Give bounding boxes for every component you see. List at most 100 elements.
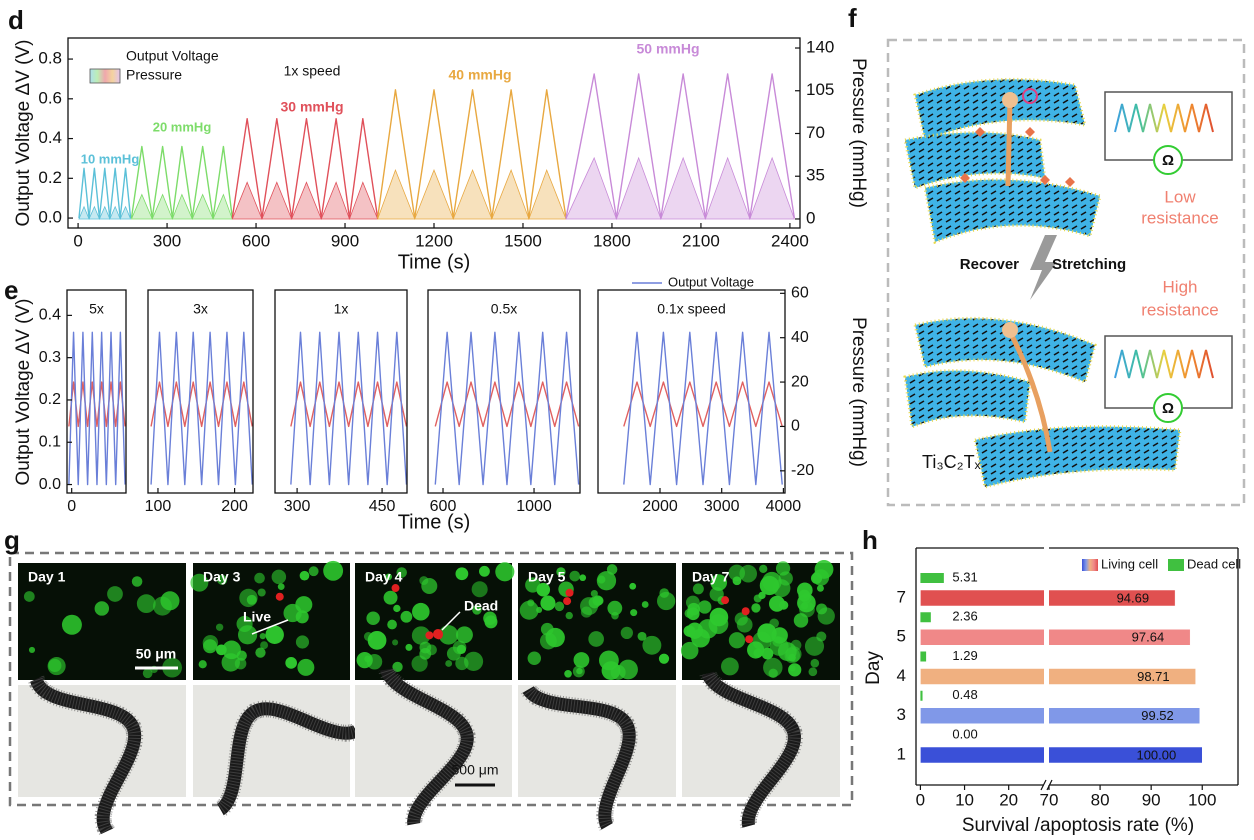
pressure-line	[623, 381, 783, 428]
value-label: 98.71	[1137, 669, 1170, 684]
axis-break-gap	[1044, 706, 1049, 725]
cell	[299, 570, 310, 581]
cell	[540, 595, 556, 611]
value-label: 1.29	[952, 648, 977, 663]
axis-break-gap	[1044, 628, 1049, 647]
cell	[810, 572, 823, 584]
x-axis-label: Time (s)	[398, 251, 471, 273]
panel-letter: h	[862, 525, 878, 555]
legend-label: Output Voltage	[126, 48, 219, 64]
value-label: 0.48	[952, 687, 977, 702]
bar	[920, 690, 923, 701]
cell	[285, 657, 297, 669]
y2-axis-label: Pressure (mmHg)	[848, 58, 869, 208]
cell	[400, 610, 413, 623]
x-tick-label: 80	[1091, 790, 1110, 809]
axis-break-gap	[1044, 746, 1049, 764]
cell	[283, 603, 302, 623]
cell	[816, 584, 824, 592]
bar	[920, 629, 1191, 646]
x-tick-label: 1800	[593, 231, 631, 250]
cell	[254, 572, 265, 584]
x-tick-label: 0	[67, 498, 76, 515]
value-label: 0.00	[952, 726, 977, 741]
pressure-line	[290, 381, 407, 428]
electron-path	[1005, 99, 1013, 187]
voltage-line	[623, 331, 783, 486]
dead-cell	[565, 588, 574, 597]
panel-f: f Low resistance Recover Stretching High…	[848, 3, 1246, 507]
contact	[1040, 175, 1050, 185]
pressure-area	[130, 193, 233, 221]
x-tick-label: 300	[153, 231, 181, 250]
cell	[620, 626, 633, 640]
cell	[411, 655, 428, 672]
y-tick-label: 3	[897, 705, 906, 724]
cell	[277, 583, 285, 591]
x-tick-label: 100	[1188, 790, 1216, 809]
ohm-meter	[1153, 145, 1183, 175]
panel-letter: g	[4, 525, 20, 555]
cell	[387, 619, 397, 630]
cell	[545, 627, 565, 648]
x-tick-label: 600	[242, 231, 270, 250]
y-tick-label: 0.0	[39, 476, 61, 493]
axis-break-mark	[1040, 779, 1047, 791]
pressure-area	[565, 156, 795, 221]
cell	[479, 565, 490, 577]
cell	[556, 567, 566, 577]
y2-tick-label: 60	[791, 285, 809, 302]
cell	[611, 611, 619, 620]
ohm-symbol: Ω	[1162, 400, 1174, 417]
frame	[886, 38, 1246, 507]
voltage-line	[150, 331, 253, 486]
cell	[793, 613, 809, 628]
axis-break-mark	[1046, 779, 1053, 791]
y2-tick-label: 140	[806, 37, 834, 56]
cell	[710, 574, 728, 591]
cell	[590, 589, 598, 598]
cell	[573, 652, 590, 668]
bar	[920, 668, 1196, 685]
cell	[720, 657, 739, 676]
cell	[761, 647, 774, 660]
electrode-edge	[26, 628, 155, 840]
cell	[297, 658, 315, 676]
cell	[739, 564, 758, 583]
annotation: 1x speed	[284, 63, 341, 79]
brightfield-image	[18, 685, 186, 797]
annotation: Recover	[960, 256, 1019, 273]
cell	[597, 575, 606, 584]
x-tick-label: 600	[430, 498, 457, 515]
panel-g: g Day 1 Day 3 Day 4 Day 5 Day 7 50 μm 500 μm Li…	[4, 525, 854, 840]
cell	[692, 583, 704, 595]
cell	[455, 626, 473, 644]
y-tick-label: 0.6	[38, 88, 62, 107]
sheets-bottom	[903, 316, 1182, 489]
dead-cell	[741, 607, 750, 616]
electron-path	[1007, 330, 1053, 453]
cell	[271, 569, 287, 585]
x-tick-label: 1000	[516, 498, 552, 515]
value-label: 99.52	[1141, 708, 1174, 723]
cell	[142, 668, 153, 679]
arrow	[441, 611, 461, 631]
y2-tick-label: 40	[791, 329, 809, 346]
cell	[255, 647, 266, 658]
cell	[698, 600, 712, 614]
legend-label: Output Voltage	[668, 274, 754, 289]
cell	[797, 593, 816, 613]
cell	[680, 641, 699, 660]
x-tick-label: 300	[284, 498, 311, 515]
x-tick-label: 70	[1040, 790, 1059, 809]
cell	[790, 639, 802, 651]
plot-frame	[66, 289, 127, 494]
y-axis-label: Day	[863, 651, 884, 685]
legend-swatch	[1082, 559, 1098, 571]
electron	[1002, 92, 1018, 108]
subplot-label: 3x	[193, 301, 208, 317]
cell	[94, 601, 110, 616]
day-label: Day 4	[365, 569, 403, 585]
cell	[48, 658, 62, 673]
cell	[569, 570, 581, 582]
